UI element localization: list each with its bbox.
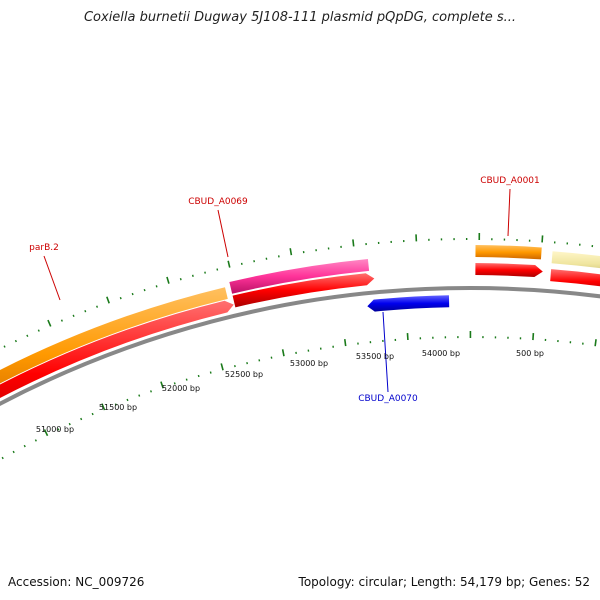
inner-tick (91, 412, 94, 416)
inner-tick (126, 398, 129, 402)
inner-tick (23, 444, 26, 448)
outer-tick (143, 288, 146, 292)
outer-tick (166, 276, 170, 284)
cds-cbud-a0069[interactable] (232, 273, 375, 308)
inner-tick (281, 349, 285, 357)
gene-cbud-a0069[interactable] (229, 258, 370, 294)
cds-next[interactable] (550, 269, 600, 293)
inner-tick (138, 394, 141, 397)
inner-tick (57, 428, 60, 431)
outer-tick (131, 292, 134, 296)
outer-tick (37, 329, 40, 332)
outer-tick (14, 339, 17, 343)
inner-tick (34, 439, 37, 442)
tick-label-53500: 53500 bp (356, 352, 394, 361)
leader-cbud-a0070 (382, 311, 389, 393)
outer-tick (3, 345, 6, 348)
inner-tick (173, 382, 176, 385)
inner-tick (1, 456, 4, 460)
outer-tick (26, 334, 29, 337)
gene-parb2[interactable] (0, 287, 228, 422)
outer-tick (155, 285, 158, 288)
tick-label-51500: 51500 bp (99, 403, 137, 412)
outer-tick (47, 319, 52, 327)
gene-label-cbud-a0069[interactable]: CBUD_A0069 (188, 197, 248, 207)
tick-label-54000: 54000 bp (422, 349, 460, 358)
inner-tick (220, 363, 224, 371)
gene-next-tan[interactable] (551, 251, 600, 276)
tick-label-51000: 51000 bp (36, 425, 74, 434)
inner-tick (185, 378, 188, 381)
accession-text: Accession: NC_009726 (8, 575, 145, 589)
cds-parb2[interactable] (0, 300, 234, 447)
tick-label-52500: 52500 bp (225, 370, 263, 379)
outer-tick (227, 260, 231, 268)
inner-tick (12, 450, 15, 454)
inner-tick (594, 339, 597, 347)
leader-cbud-a0069 (217, 209, 229, 258)
label-leaders (43, 188, 511, 393)
outer-tick (84, 310, 87, 313)
gene-label-cbud-a0001[interactable]: CBUD_A0001 (480, 176, 540, 186)
inner-tick (197, 374, 200, 378)
inner-tick (101, 403, 106, 411)
leader-parb2 (43, 255, 61, 301)
plasmid-backbone (0, 285, 600, 407)
outer-tick (96, 305, 99, 308)
gene-cbud-a0001[interactable] (475, 245, 542, 260)
inner-tick (114, 403, 117, 406)
inner-tick (209, 371, 212, 374)
inner-tick (343, 339, 347, 347)
outer-tick (72, 314, 75, 318)
inner-tick (80, 417, 83, 421)
tick-label-53000: 53000 bp (290, 359, 328, 368)
gene-label-parb2[interactable]: parB.2 (29, 243, 59, 253)
gene-label-cbud-a0070[interactable]: CBUD_A0070 (358, 394, 418, 404)
inner-tick (160, 381, 164, 389)
gene-features (0, 245, 600, 447)
outer-tick (106, 296, 110, 304)
outer-tick (119, 296, 122, 300)
inner-tick (43, 429, 49, 437)
gene-cbud-a0070[interactable] (367, 295, 450, 312)
outer-tick (179, 278, 182, 281)
map-title: Coxiella burnetii Dugway 5J108-111 plasm… (83, 10, 517, 25)
outer-tick (352, 239, 355, 247)
outer-tick (191, 274, 194, 277)
leader-cbud-a0001 (507, 188, 511, 237)
cds-cbud-a0001[interactable] (475, 263, 543, 278)
outer-tick (289, 248, 293, 256)
tick-label-52000: 52000 bp (162, 384, 200, 393)
inner-tick (150, 390, 152, 393)
inner-tick-ring (1, 330, 597, 460)
outer-tick (60, 319, 63, 322)
outer-tick-ring (3, 233, 594, 348)
inner-tick (68, 422, 71, 426)
tick-label-500: 500 bp (516, 349, 544, 358)
topology-summary: Topology: circular; Length: 54,179 bp; G… (298, 575, 590, 589)
